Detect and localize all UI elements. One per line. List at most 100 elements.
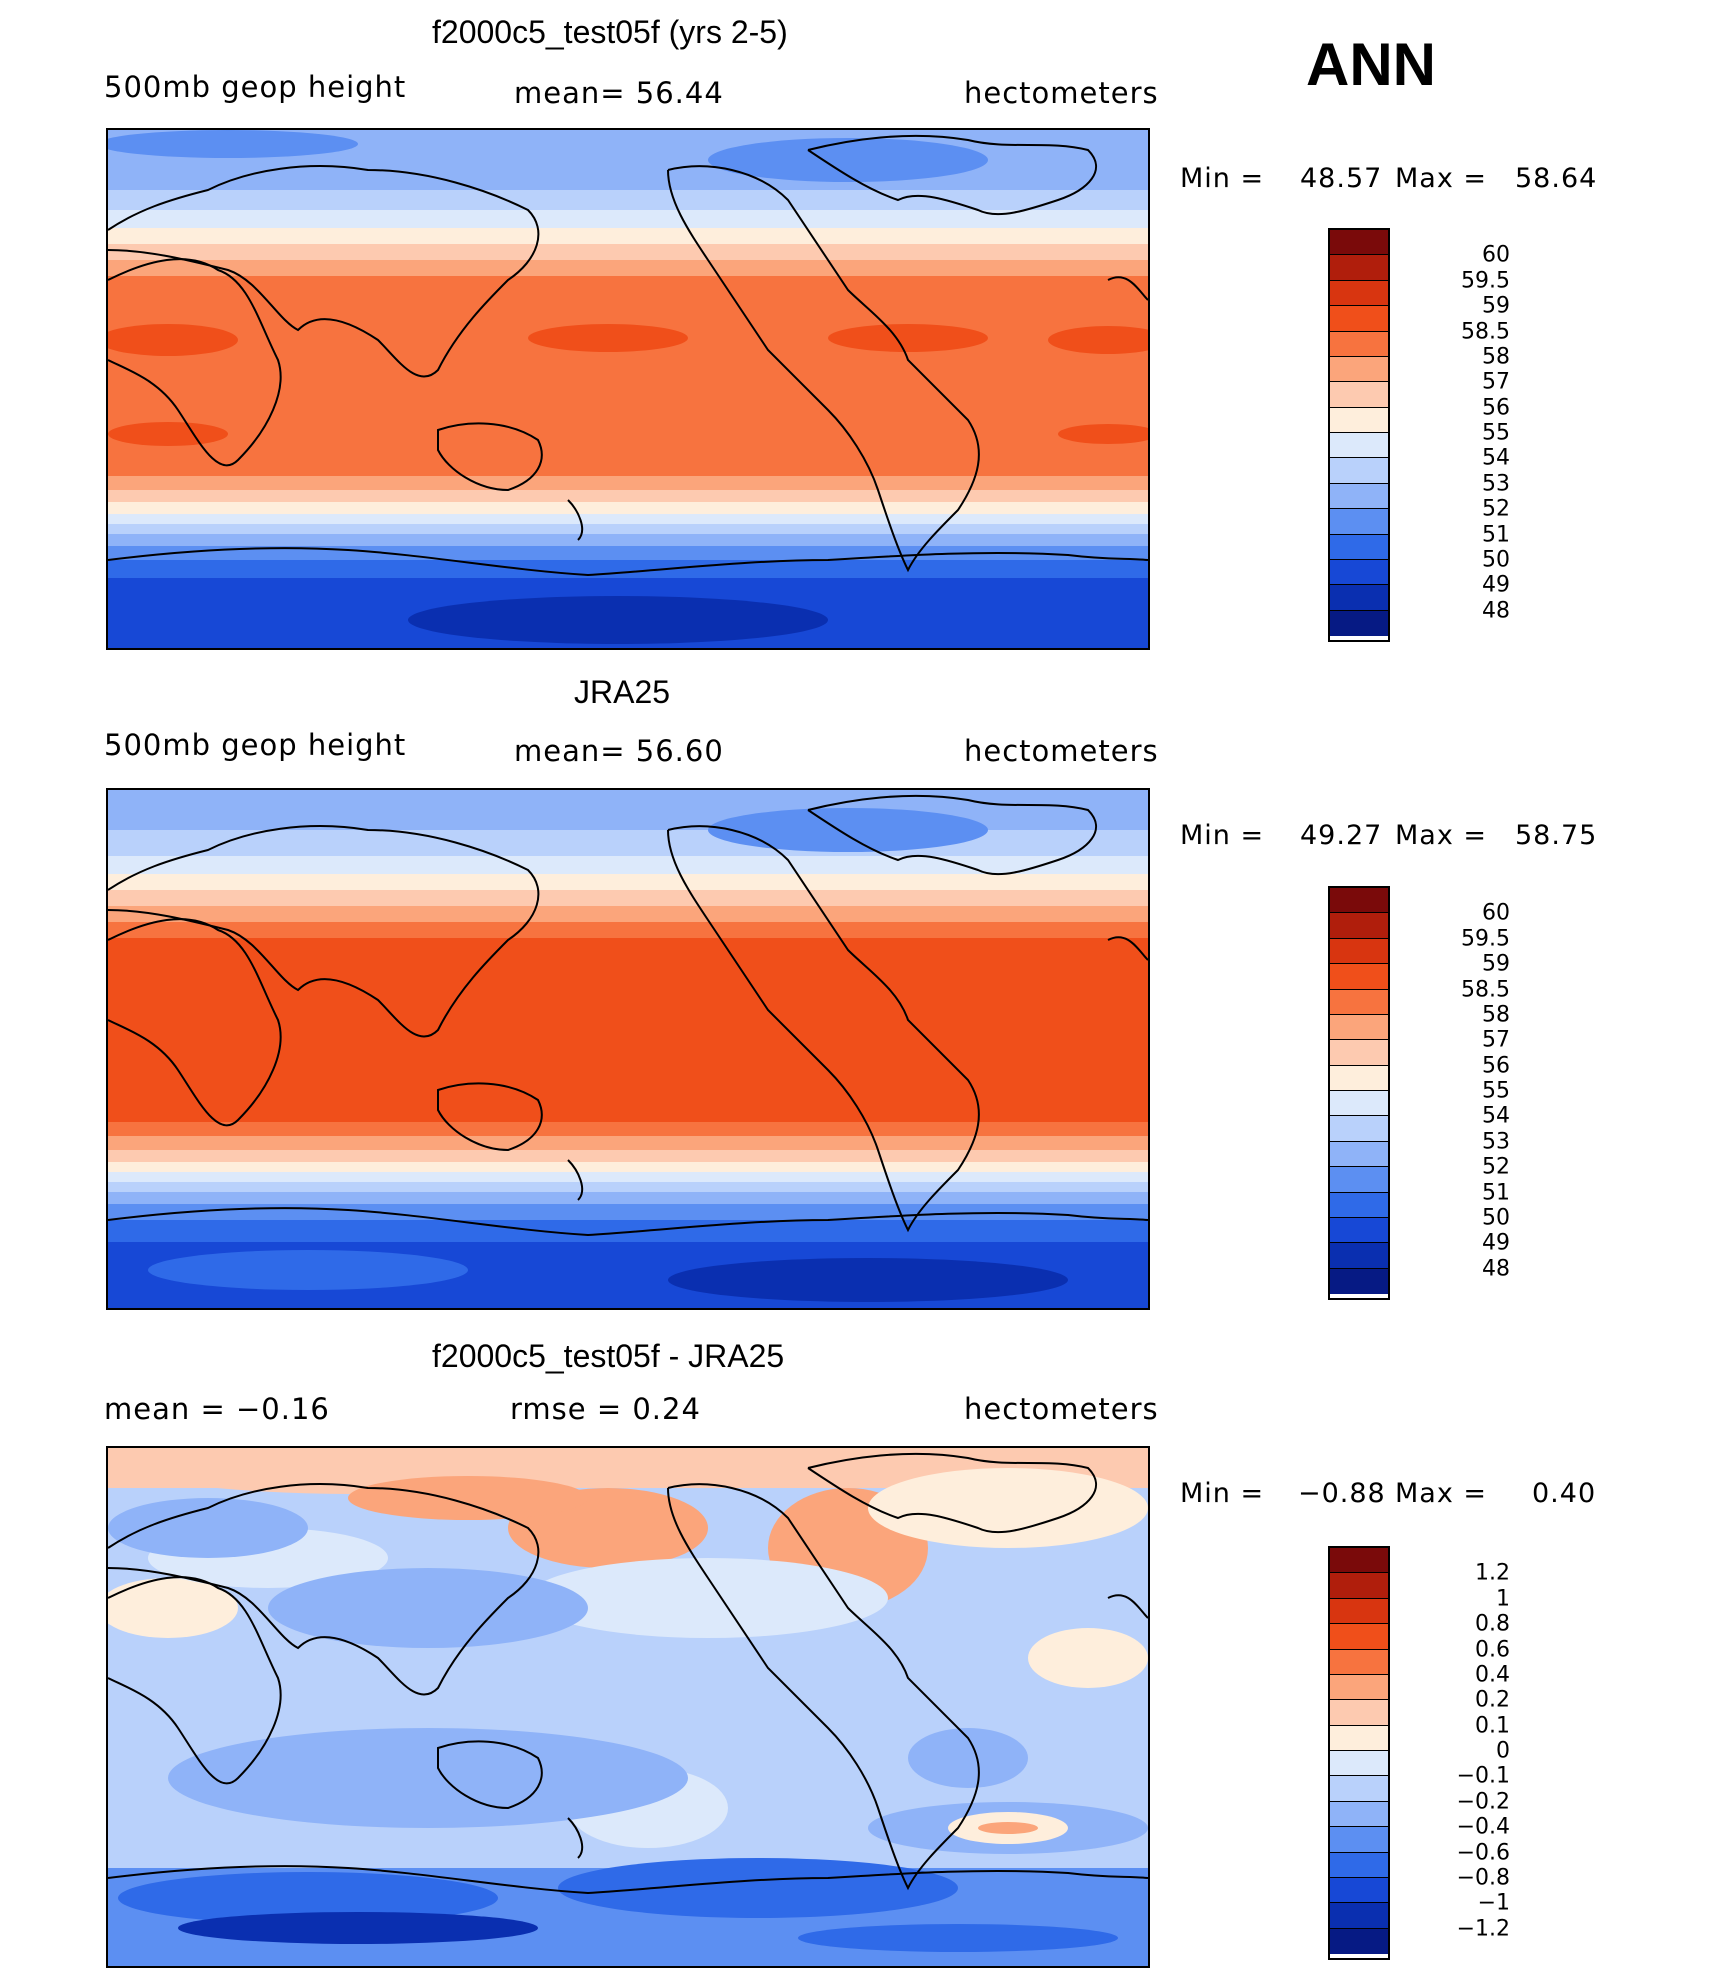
- colorbar-cell: [1330, 1649, 1388, 1675]
- colorbar-cell: [1330, 1725, 1388, 1751]
- max-value: 58.75: [1515, 820, 1598, 851]
- min-value: −0.88: [1298, 1478, 1386, 1509]
- colorbar-tick-label: 58.5: [1461, 319, 1510, 344]
- colorbar-cell: [1330, 1674, 1388, 1701]
- colorbar-tick-label: 56: [1482, 395, 1510, 421]
- colorbar-cell: [1330, 964, 1388, 990]
- colorbar-cell: [1330, 433, 1388, 459]
- colorbar-cell: [1330, 1700, 1388, 1726]
- colorbar-tick-label: 54: [1482, 1103, 1510, 1129]
- colorbar-cell: [1330, 1751, 1388, 1777]
- colorbar-tick-label: 50: [1482, 1205, 1510, 1231]
- map-difference: [106, 1446, 1150, 1968]
- coastlines-model: [108, 134, 1148, 577]
- colorbar-tick-label: 60: [1482, 242, 1510, 268]
- colorbar-tick-label: −0.6: [1456, 1840, 1510, 1865]
- colorbar-cell: [1330, 610, 1388, 636]
- min-label: Min =: [1180, 163, 1265, 194]
- colorbar-cell: [1330, 1624, 1388, 1650]
- colorbar-cell: [1330, 1776, 1388, 1802]
- colorbar-tick-label: −0.4: [1456, 1814, 1510, 1840]
- season-label: ANN: [1306, 31, 1436, 98]
- colorbar-cell: [1330, 1801, 1388, 1828]
- mean-label: mean= 56.60: [514, 734, 724, 768]
- colorbar-cell: [1330, 1243, 1388, 1269]
- colorbar-tick-label: −1.2: [1456, 1916, 1510, 1942]
- colorbar-tick-label: 51: [1482, 1180, 1510, 1205]
- colorbar-labels: 1.2 1 0.8 0.6 0.4 0.2 0.1 0 −0.1 −0.2 −0.4 −0.6 −0.8…: [1400, 1546, 1510, 1960]
- colorbar-tick-label: 0.8: [1475, 1611, 1510, 1637]
- units-label: hectometers: [964, 734, 1159, 768]
- colorbar-cell: [1330, 1598, 1388, 1625]
- rmse-label: rmse = 0.24: [510, 1392, 701, 1426]
- min-label: Min =: [1180, 1478, 1265, 1509]
- colorbar-cell: [1330, 1573, 1388, 1599]
- max-value: 0.40: [1532, 1478, 1597, 1509]
- coastlines-difference: [108, 1452, 1148, 1895]
- colorbar-tick-label: 59.5: [1461, 926, 1510, 952]
- max-label: Max =: [1395, 1478, 1488, 1509]
- colorbar-labels: 60 59.5 59 58.5 58 57 56 55 54 53 52 51 50 49 48: [1400, 886, 1510, 1300]
- colorbar-tick-label: 59: [1482, 293, 1510, 319]
- diff-mean-label: mean = −0.16: [104, 1392, 330, 1426]
- colorbar-tick-label: 0.2: [1475, 1687, 1510, 1713]
- units-label: hectometers: [964, 76, 1159, 110]
- colorbar-tick-label: 55: [1482, 1078, 1510, 1104]
- colorbar-tick-label: 57: [1482, 1027, 1510, 1053]
- colorbar-tick-label: 49: [1482, 572, 1510, 598]
- mean-label: mean= 56.44: [514, 76, 724, 110]
- map-model: [106, 128, 1150, 650]
- colorbar-tick-label: 52: [1482, 496, 1510, 522]
- colorbar-cell: [1330, 888, 1388, 914]
- colorbar-cell: [1330, 1065, 1388, 1091]
- colorbar-tick-label: −0.8: [1456, 1865, 1510, 1891]
- colorbar-tick-label: 58: [1482, 1002, 1510, 1028]
- colorbar-tick-label: 50: [1482, 547, 1510, 573]
- colorbar-tick-label: −0.1: [1456, 1763, 1510, 1789]
- max-label: Max =: [1395, 163, 1488, 194]
- variable-label: 500mb geop height: [104, 70, 407, 104]
- colorbar-cell: [1330, 509, 1388, 535]
- colorbar-cell: [1330, 1167, 1388, 1193]
- colorbar-cell: [1330, 1548, 1388, 1574]
- colorbar-tick-label: 0: [1496, 1738, 1510, 1764]
- colorbar-tick-label: 0.4: [1475, 1662, 1510, 1688]
- colorbar: [1328, 886, 1390, 1300]
- min-label: Min =: [1180, 820, 1265, 851]
- colorbar-tick-label: 60: [1482, 900, 1510, 926]
- colorbar-cell: [1330, 407, 1388, 433]
- colorbar-tick-label: 1: [1496, 1586, 1510, 1612]
- colorbar-cell: [1330, 938, 1388, 965]
- colorbar-cell: [1330, 230, 1388, 256]
- colorbar-cell: [1330, 585, 1388, 611]
- colorbar-cell: [1330, 356, 1388, 383]
- colorbar-cell: [1330, 280, 1388, 307]
- colorbar-cell: [1330, 255, 1388, 281]
- panel-title: JRA25: [574, 674, 671, 710]
- colorbar-tick-label: 58.5: [1461, 977, 1510, 1002]
- map-reference: [106, 788, 1150, 1310]
- colorbar-tick-label: 55: [1482, 420, 1510, 446]
- colorbar-tick-label: 54: [1482, 445, 1510, 471]
- colorbar-cell: [1330, 458, 1388, 484]
- panel-title: f2000c5_test05f (yrs 2-5): [432, 14, 788, 50]
- colorbar-cell: [1330, 989, 1388, 1015]
- colorbar-cell: [1330, 1268, 1388, 1294]
- colorbar-tick-label: 56: [1482, 1053, 1510, 1079]
- colorbar-cell: [1330, 382, 1388, 408]
- panel-title: f2000c5_test05f - JRA25: [432, 1338, 785, 1374]
- colorbar-cell: [1330, 1827, 1388, 1853]
- colorbar-cell: [1330, 1116, 1388, 1142]
- variable-label: 500mb geop height: [104, 728, 407, 762]
- colorbar-labels: 60 59.5 59 58.5 58 57 56 55 54 53 52 51 50 49 48: [1400, 228, 1510, 642]
- colorbar: [1328, 1546, 1390, 1960]
- colorbar-tick-label: 59.5: [1461, 268, 1510, 294]
- colorbar-tick-label: −0.2: [1456, 1789, 1510, 1815]
- colorbar-tick-label: 53: [1482, 1129, 1510, 1155]
- colorbar-tick-label: 0.1: [1475, 1713, 1510, 1739]
- colorbar-cell: [1330, 1217, 1388, 1244]
- colorbar-cell: [1330, 559, 1388, 586]
- min-value: 49.27: [1300, 820, 1383, 851]
- units-label: hectometers: [964, 1392, 1159, 1426]
- colorbar-tick-label: 1.2: [1475, 1560, 1510, 1586]
